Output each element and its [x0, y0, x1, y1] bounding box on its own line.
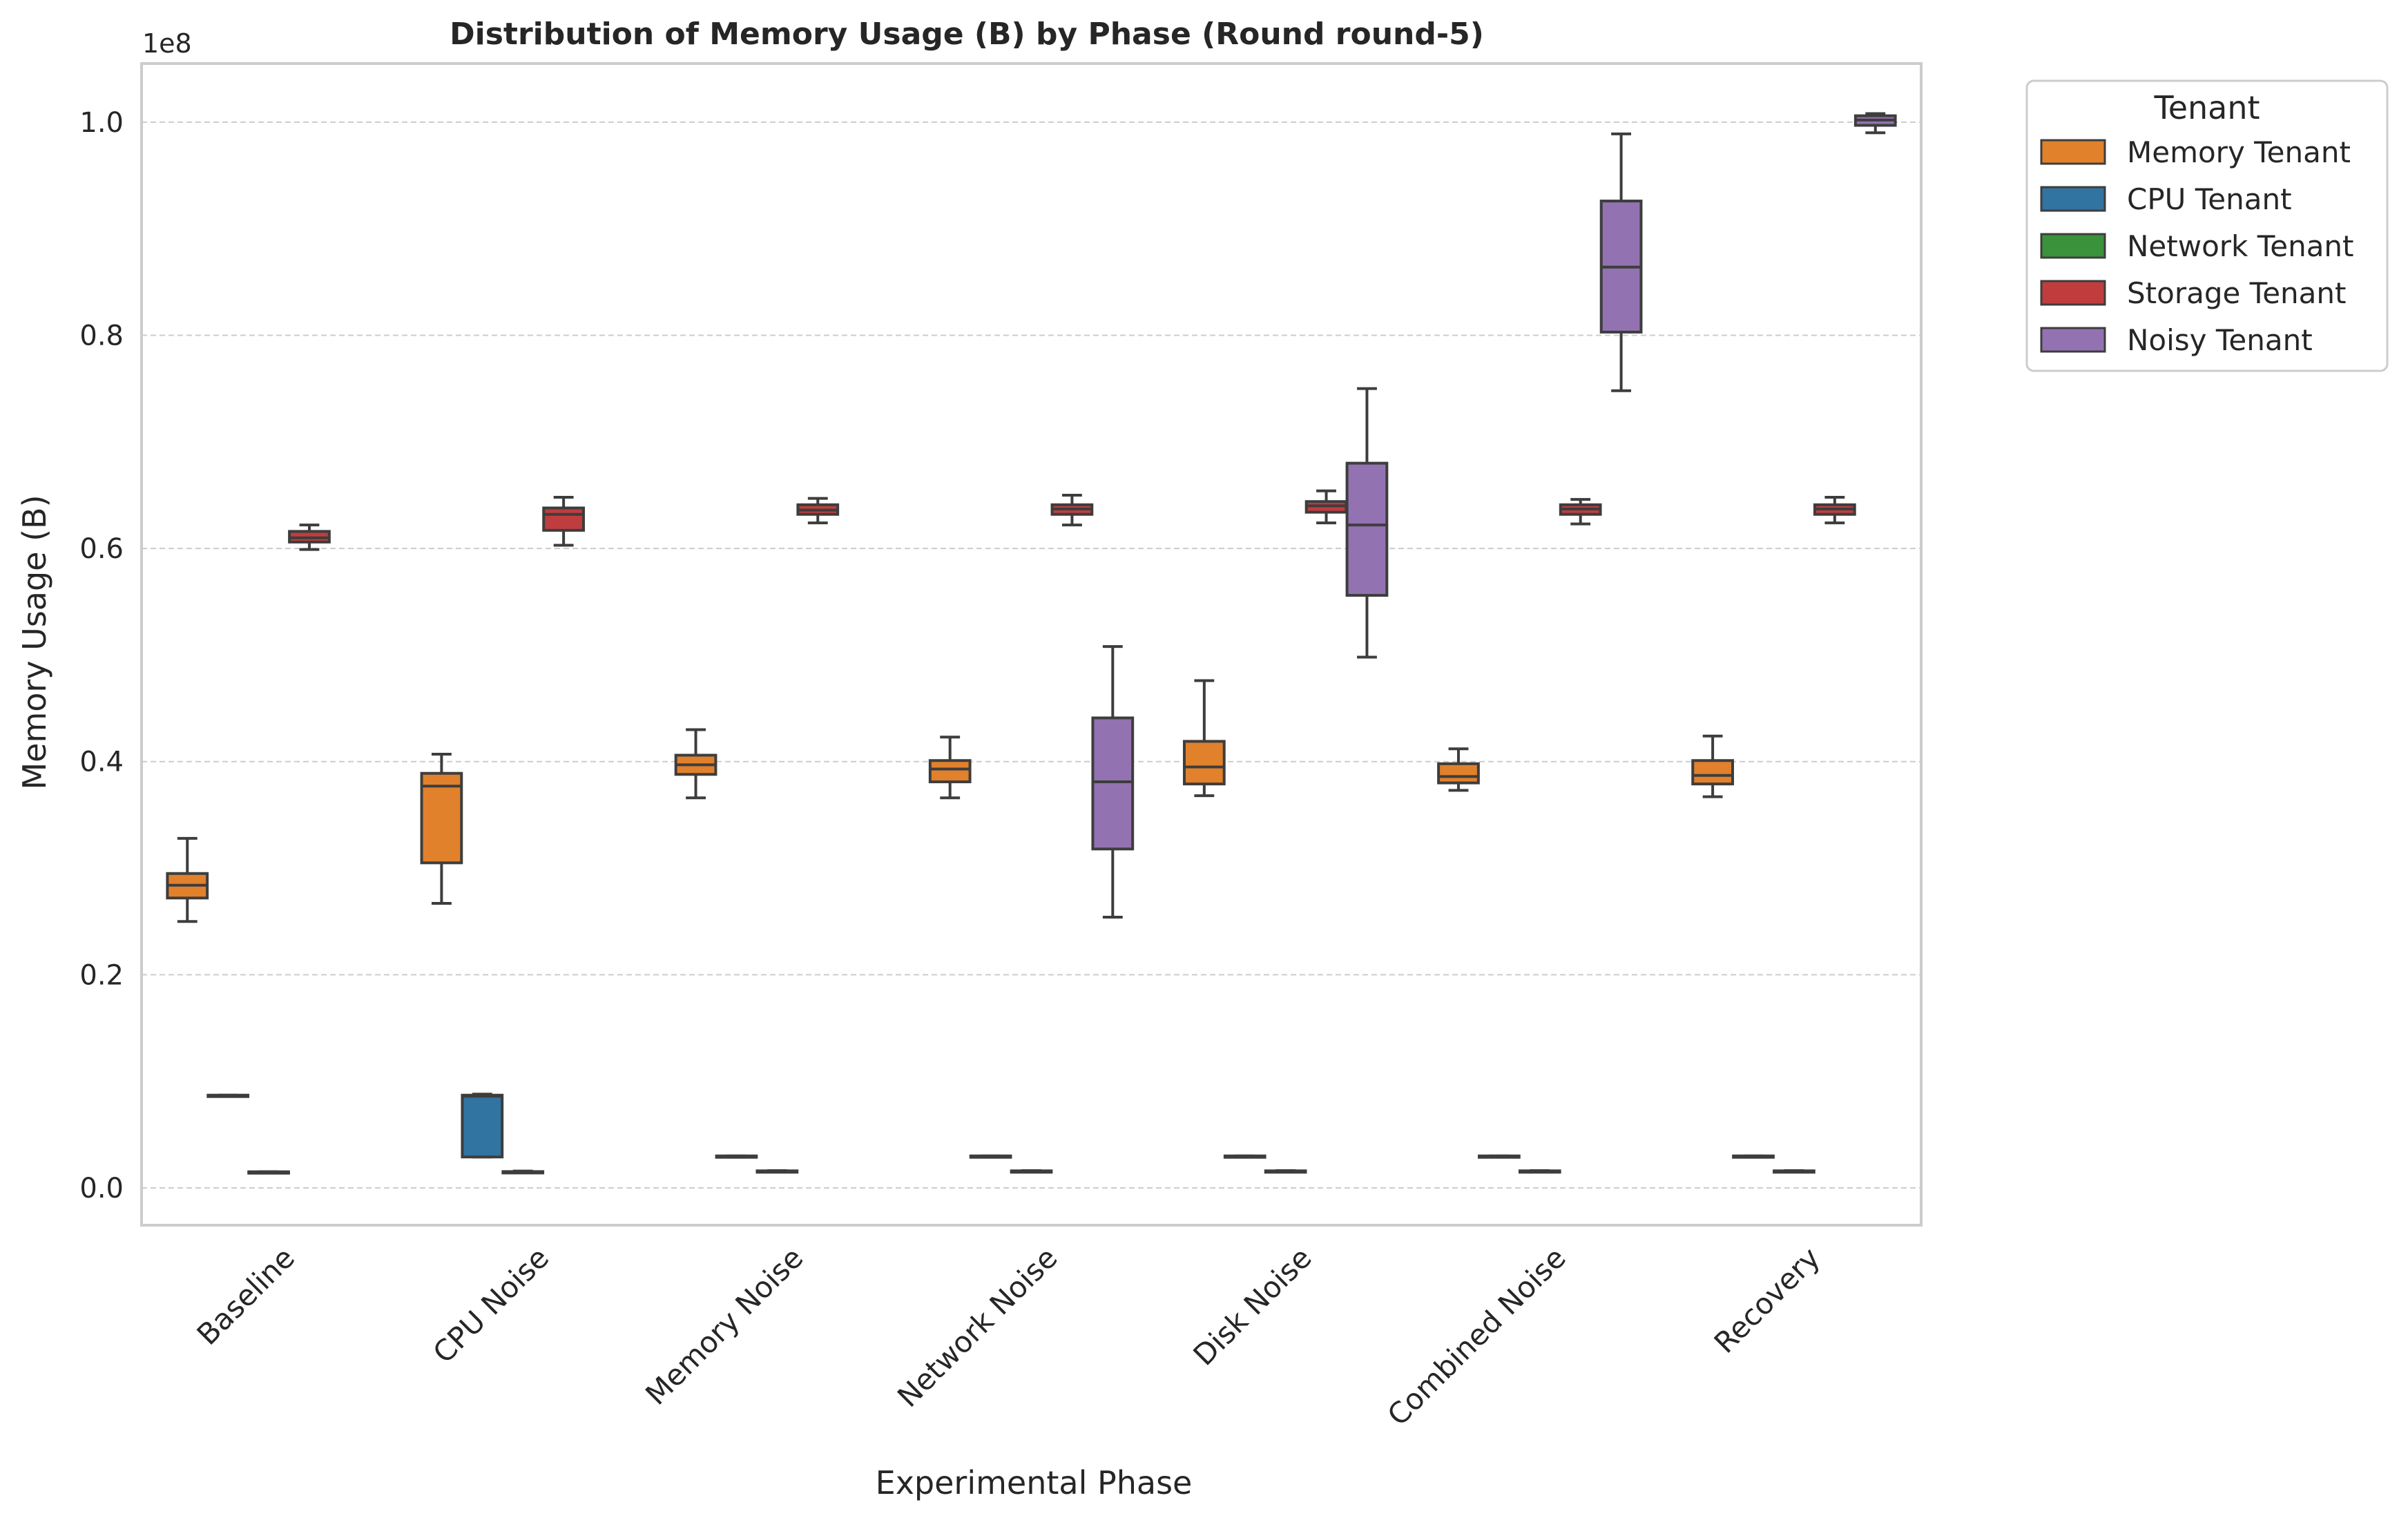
grid-lines	[142, 121, 1921, 1189]
box-iqr	[420, 771, 463, 865]
legend: Tenant Memory Tenant CPU Tenant Network Te…	[2025, 79, 2389, 372]
y-tick-label: 0.2	[79, 959, 124, 991]
box-storage-tenant	[542, 496, 585, 547]
box-iqr	[1345, 461, 1389, 597]
y-tick-label: 0.4	[79, 747, 124, 778]
box-iqr	[461, 1093, 504, 1159]
box-network-tenant	[1010, 1169, 1053, 1174]
legend-swatch	[2040, 233, 2106, 259]
box-cpu-tenant	[1223, 1154, 1266, 1159]
box-cpu-tenant	[969, 1154, 1012, 1159]
y-tick-label: 0.6	[79, 533, 124, 565]
legend-label: Memory Tenant	[2127, 135, 2351, 169]
box-iqr	[1437, 762, 1480, 785]
box-memory-tenant	[1182, 679, 1226, 798]
box-noisy-tenant	[1091, 645, 1135, 919]
x-axis-label: Experimental Phase	[876, 1464, 1193, 1501]
legend-label: Storage Tenant	[2127, 276, 2346, 310]
box-iqr	[928, 759, 972, 784]
box-memory-tenant	[928, 736, 972, 800]
box-network-tenant	[247, 1170, 290, 1175]
box-network-tenant	[1518, 1169, 1561, 1174]
box-memory-tenant	[1691, 734, 1734, 798]
legend-items: Memory Tenant CPU Tenant Network Tenant Sto…	[2040, 135, 2354, 357]
box-network-tenant	[755, 1169, 799, 1174]
legend-swatch	[2040, 327, 2106, 353]
box-iqr	[1091, 716, 1135, 851]
plot-area-frame	[140, 62, 1923, 1227]
box-memory-tenant	[166, 836, 209, 923]
box-cpu-tenant	[715, 1154, 758, 1159]
box-series	[166, 112, 1897, 1175]
y-tick-label: 0.0	[79, 1173, 124, 1204]
box-iqr	[1182, 740, 1226, 786]
box-iqr	[1691, 759, 1734, 786]
box-memory-tenant	[1437, 747, 1480, 792]
box-noisy-tenant	[1345, 387, 1389, 659]
y-axis-label: Memory Usage (B)	[16, 494, 53, 789]
box-storage-tenant	[1559, 498, 1602, 526]
box-noisy-tenant	[1853, 112, 1897, 135]
legend-swatch	[2040, 139, 2106, 165]
y-axis-multiplier: 1e8	[142, 28, 192, 59]
box-iqr	[542, 506, 585, 532]
box-memory-tenant	[420, 752, 463, 905]
legend-title: Tenant	[2153, 89, 2260, 126]
box-storage-tenant	[796, 497, 840, 525]
box-storage-tenant	[1813, 496, 1856, 525]
box-network-tenant	[501, 1169, 545, 1175]
box-cpu-tenant	[1732, 1154, 1775, 1159]
y-tick-label: 1.0	[79, 107, 124, 139]
legend-label: Network Tenant	[2127, 229, 2354, 263]
legend-swatch	[2040, 280, 2106, 306]
box-storage-tenant	[1050, 493, 1094, 527]
chart-title: Distribution of Memory Usage (B) by Phas…	[450, 17, 1484, 52]
box-cpu-tenant	[461, 1093, 504, 1159]
legend-frame	[2025, 79, 2389, 372]
legend-swatch	[2040, 186, 2106, 212]
box-memory-tenant	[674, 728, 717, 800]
y-axis-ticks: 0.0 0.2 0.4 0.6 0.8 1.0	[79, 107, 124, 1204]
legend-label: Noisy Tenant	[2127, 323, 2313, 357]
box-storage-tenant	[288, 524, 331, 551]
box-network-tenant	[1773, 1169, 1815, 1174]
y-tick-label: 0.8	[79, 320, 124, 352]
box-cpu-tenant	[1478, 1154, 1521, 1159]
box-cpu-tenant	[206, 1093, 250, 1098]
box-network-tenant	[1264, 1169, 1307, 1174]
legend-label: CPU Tenant	[2127, 182, 2292, 216]
box-noisy-tenant	[1599, 132, 1643, 392]
